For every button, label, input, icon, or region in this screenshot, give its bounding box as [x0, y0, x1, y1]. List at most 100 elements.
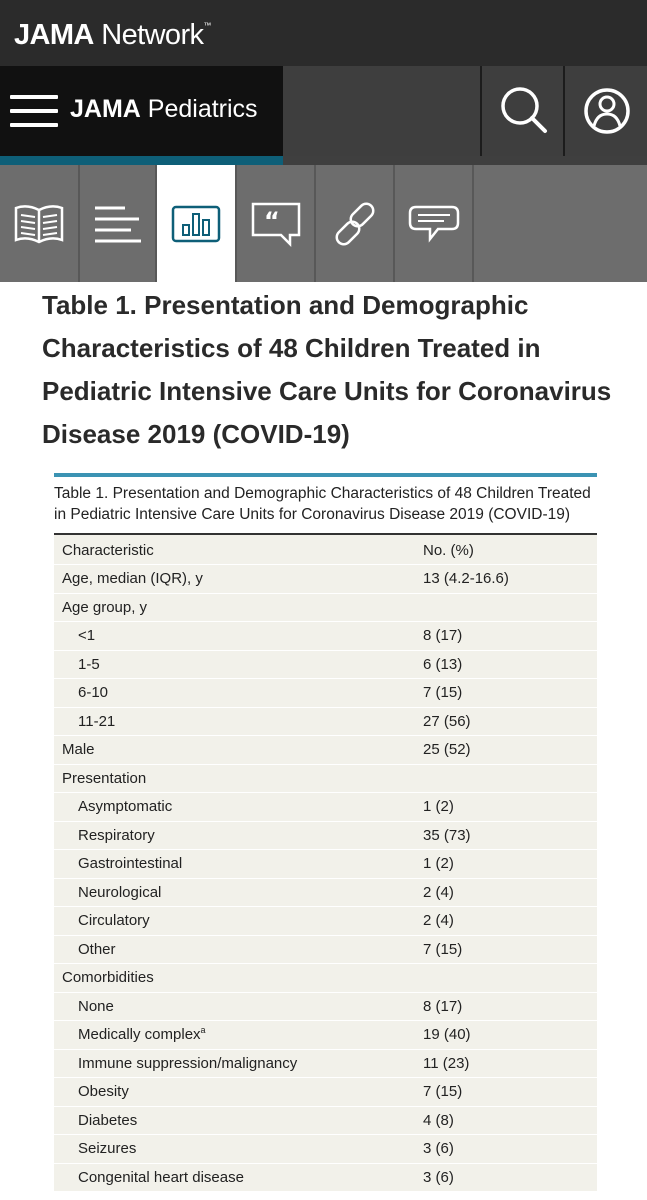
table-top-rule	[54, 473, 597, 477]
row-characteristic: Circulatory	[78, 912, 150, 929]
network-brand-light: Network	[93, 19, 204, 51]
table-caption: Table 1. Presentation and Demographic Ch…	[54, 477, 597, 535]
row-characteristic: Age group, y	[62, 599, 147, 616]
row-value: 7 (15)	[423, 940, 463, 958]
row-label: 1-5	[78, 655, 100, 673]
row-label: Neurological	[78, 883, 162, 901]
table-row: 1-5 6 (13)	[54, 651, 597, 679]
row-label: None	[78, 997, 114, 1015]
table-row: <1 8 (17)	[54, 622, 597, 651]
row-value: 13 (4.2-16.6)	[423, 570, 509, 587]
table-row: Circulatory 2 (4)	[54, 907, 597, 936]
tab-cite[interactable]: “	[237, 165, 316, 282]
row-label: Circulatory	[78, 912, 150, 929]
table-row: Asymptomatic 1 (2)	[54, 793, 597, 822]
row-value: 35 (73)	[423, 826, 471, 844]
journal-brand-light: Pediatrics	[140, 95, 258, 123]
row-characteristic: Comorbidities	[62, 969, 154, 986]
row-label: Medically complex	[78, 1026, 201, 1043]
row-value: 7 (15)	[423, 1083, 463, 1100]
network-brand-bold: JAMA	[14, 19, 94, 51]
article-tab-bar: “	[0, 165, 647, 282]
row-label: Congenital heart disease	[78, 1168, 244, 1186]
row-characteristic: Asymptomatic	[78, 798, 172, 815]
page-title: Table 1. Presentation and Demographic Ch…	[42, 290, 612, 449]
link-icon	[335, 202, 374, 245]
row-label: 6-10	[78, 684, 109, 701]
figures-chart-icon	[171, 205, 221, 242]
search-button[interactable]	[480, 66, 563, 156]
table-header-row: Characteristic No. (%)	[54, 535, 597, 565]
row-characteristic: <1	[78, 627, 95, 644]
row-value: 1 (2)	[423, 855, 454, 872]
tab-figures-tables[interactable]	[157, 165, 237, 282]
row-characteristic: Medically complexa	[78, 1025, 206, 1044]
tab-article[interactable]	[0, 165, 80, 282]
table-row: Comorbidities	[54, 964, 597, 993]
table-row: Age group, y	[54, 594, 597, 622]
row-characteristic: 1-5	[78, 656, 100, 673]
row-characteristic: Congenital heart disease	[78, 1169, 244, 1186]
tab-permalink[interactable]	[316, 165, 395, 282]
tab-comments[interactable]	[395, 165, 474, 282]
network-trademark: ™	[203, 21, 211, 30]
hamburger-menu-icon[interactable]	[10, 91, 58, 131]
row-label: 11-21	[78, 712, 116, 730]
row-label: Immune suppression/malignancy	[78, 1054, 298, 1072]
table-rows: Age, median (IQR), y 13 (4.2-16.6) Age gro…	[54, 565, 597, 1192]
outline-list-icon	[94, 206, 141, 242]
table-row: Respiratory 35 (73)	[54, 822, 597, 850]
row-label: Comorbidities	[62, 969, 154, 986]
jama-network-logo[interactable]: JAMA Network™	[14, 19, 211, 52]
data-table: Table 1. Presentation and Demographic Ch…	[54, 473, 597, 1192]
row-value: 25 (52)	[423, 741, 471, 758]
tab-outline[interactable]	[80, 165, 157, 282]
table-row: Diabetes 4 (8)	[54, 1107, 597, 1135]
row-label: Diabetes	[78, 1111, 138, 1129]
table-row: Immune suppression/malignancy 11 (23)	[54, 1050, 597, 1078]
row-value: 11 (23)	[423, 1054, 470, 1072]
row-characteristic: Obesity	[78, 1083, 129, 1100]
table-row: 6-10 7 (15)	[54, 679, 597, 708]
row-characteristic: Respiratory	[78, 827, 155, 844]
row-label: Obesity	[78, 1083, 129, 1100]
account-button[interactable]	[563, 66, 647, 156]
row-value: 7 (15)	[423, 684, 463, 701]
table-row: Presentation	[54, 765, 597, 793]
table-row: Other 7 (15)	[54, 936, 597, 964]
row-value: 3 (6)	[423, 1140, 454, 1157]
row-label: Seizures	[78, 1140, 137, 1157]
table-row: Neurological 2 (4)	[54, 879, 597, 907]
row-characteristic: None	[78, 998, 114, 1015]
table-row: 11-21 27 (56)	[54, 708, 597, 736]
row-value: 8 (17)	[423, 627, 463, 644]
table-row: Medically complexa 19 (40)	[54, 1021, 597, 1050]
row-characteristic: Seizures	[78, 1140, 136, 1157]
row-value: 4 (8)	[423, 1111, 454, 1129]
table-row: Congenital heart disease 3 (6)	[54, 1164, 597, 1192]
row-characteristic: Neurological	[78, 884, 161, 901]
journal-brand-bold: JAMA	[70, 95, 141, 123]
row-label: Respiratory	[78, 826, 155, 844]
table-row: Seizures 3 (6)	[54, 1135, 597, 1164]
row-label: Other	[78, 940, 116, 958]
row-characteristic: Male	[62, 741, 95, 758]
cite-quote-icon: “	[251, 202, 300, 247]
row-label: Age, median (IQR), y	[62, 570, 203, 587]
row-value: 3 (6)	[423, 1168, 454, 1186]
row-value: 19 (40)	[423, 1026, 471, 1043]
column-header-characteristic: Characteristic	[62, 542, 154, 559]
row-label: <1	[78, 627, 96, 644]
row-value: 27 (56)	[423, 712, 471, 730]
row-characteristic: Immune suppression/malignancy	[78, 1055, 297, 1072]
row-characteristic: 6-10	[78, 684, 108, 701]
footnote-marker[interactable]: a	[200, 1025, 206, 1035]
row-value: 1 (2)	[423, 798, 454, 815]
journal-title[interactable]: JAMA Pediatrics	[70, 95, 258, 124]
journal-header-underline	[0, 156, 647, 165]
row-value: 6 (13)	[423, 655, 463, 673]
search-icon	[501, 87, 547, 133]
row-label: Asymptomatic	[78, 798, 173, 815]
row-value: 8 (17)	[423, 997, 463, 1015]
table-row: None 8 (17)	[54, 993, 597, 1021]
